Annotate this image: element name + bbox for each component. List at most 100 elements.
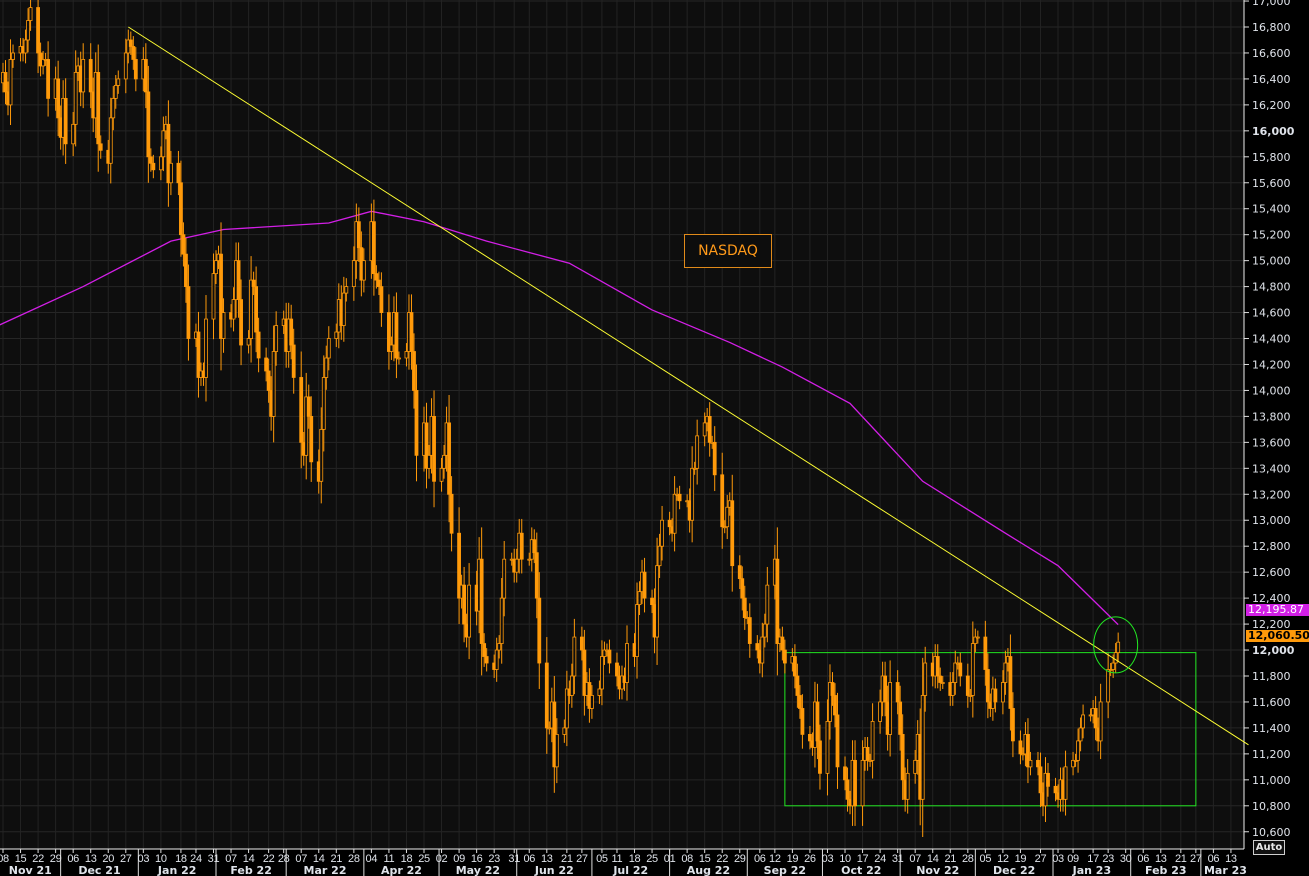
candle-up [762, 623, 767, 638]
x-day-label: 28 [348, 853, 360, 865]
x-day-label: 21 [561, 853, 573, 865]
candle-down [394, 312, 399, 359]
candle-down [414, 390, 419, 456]
x-month-label: May 22 [456, 864, 500, 876]
candle-up [1063, 766, 1068, 800]
candle-up [765, 584, 770, 625]
candle-up [319, 428, 324, 482]
auto-scale-button[interactable]: Auto [1253, 840, 1285, 855]
candle-down [830, 682, 835, 696]
x-month-label: Jan 22 [157, 864, 196, 876]
candle-down [534, 552, 539, 599]
x-day-label: 07 [295, 853, 307, 865]
x-day-label: 06 [1208, 853, 1220, 865]
candle-up [497, 643, 502, 651]
candle-up [341, 292, 346, 326]
candle-down [730, 500, 735, 567]
x-month-label: Dec 22 [993, 864, 1035, 876]
candle-down [1011, 708, 1015, 742]
plot-background [0, 0, 1244, 849]
candle-up [923, 662, 928, 696]
range-box [784, 652, 1197, 807]
candle-down [179, 182, 183, 236]
y-tick-label: 15,800 [1252, 151, 1291, 164]
candle-up [1111, 662, 1116, 670]
candle-down [56, 78, 61, 119]
candle-down [387, 312, 391, 352]
x-day-label: 07 [909, 853, 921, 865]
candle-down [256, 331, 261, 359]
candle-down [251, 279, 256, 287]
candle-up [389, 344, 394, 352]
candle-up [655, 565, 659, 638]
candle-down [46, 59, 51, 99]
y-tick-label: 15,400 [1252, 203, 1291, 216]
x-day-label: 04 [366, 853, 378, 865]
y-tick-label: 11,200 [1252, 748, 1291, 761]
x-day-label: 12 [769, 853, 781, 865]
candle-up [953, 662, 958, 683]
candle-down [712, 441, 717, 476]
candle-down [607, 649, 612, 664]
candle-down [642, 571, 647, 599]
y-tick-label: 10,800 [1252, 800, 1291, 813]
candle-down [720, 474, 725, 528]
candle-up [975, 636, 980, 639]
x-day-label: 19 [787, 853, 799, 865]
candle-up [1000, 682, 1005, 703]
x-day-label: 26 [804, 853, 816, 865]
candle-up [73, 72, 78, 125]
candle-up [326, 338, 331, 359]
candle-up [695, 435, 700, 469]
candle-down [800, 708, 805, 735]
y-tick-label: 12,000 [1252, 644, 1295, 657]
candle-up [660, 519, 664, 547]
candle-up [870, 721, 875, 761]
candle-down [883, 675, 888, 703]
x-day-label: 29 [734, 853, 746, 865]
x-day-label: 27 [1190, 853, 1202, 865]
candle-down [181, 234, 186, 255]
x-day-label: 13 [1225, 853, 1237, 865]
trendline [128, 26, 1249, 746]
candle-up [1028, 759, 1033, 768]
candle-down [818, 740, 822, 774]
candle-down [432, 415, 436, 482]
candle-up [1081, 714, 1085, 729]
candle-down [677, 493, 682, 502]
candle-up [1076, 740, 1080, 761]
candle-up [351, 260, 356, 288]
candle-down [146, 91, 151, 158]
candle-up [1116, 641, 1121, 654]
candle-up [467, 584, 472, 638]
x-day-label: 22 [32, 853, 44, 865]
x-day-label: 21 [330, 853, 342, 865]
candle-up [920, 695, 925, 800]
x-day-label: 22 [263, 853, 275, 865]
x-day-label: 06 [67, 853, 79, 865]
x-day-label: 22 [716, 853, 728, 865]
x-day-label: 13 [1155, 853, 1167, 865]
y-tick-label: 16,200 [1252, 99, 1291, 112]
candle-up [1108, 669, 1113, 671]
candle-down [131, 46, 136, 60]
candle-up [494, 649, 499, 670]
candle-up [427, 454, 431, 469]
y-tick-label: 13,200 [1252, 488, 1291, 501]
candle-up [28, 7, 33, 21]
y-tick-label: 17,000 [1252, 0, 1291, 8]
candle-down [985, 669, 990, 703]
moving-average-line [0, 210, 1119, 626]
candle-up [8, 59, 13, 106]
x-day-label: 05 [596, 853, 608, 865]
candle-up [597, 688, 602, 696]
candle-up [113, 85, 118, 99]
candle-up [111, 97, 116, 119]
x-month-label: Nov 21 [9, 864, 52, 876]
x-day-label: 27 [1035, 853, 1047, 865]
x-day-label: 23 [1102, 853, 1114, 865]
candle-down [371, 221, 376, 275]
candle-up [334, 331, 339, 339]
candle-down [740, 578, 745, 599]
